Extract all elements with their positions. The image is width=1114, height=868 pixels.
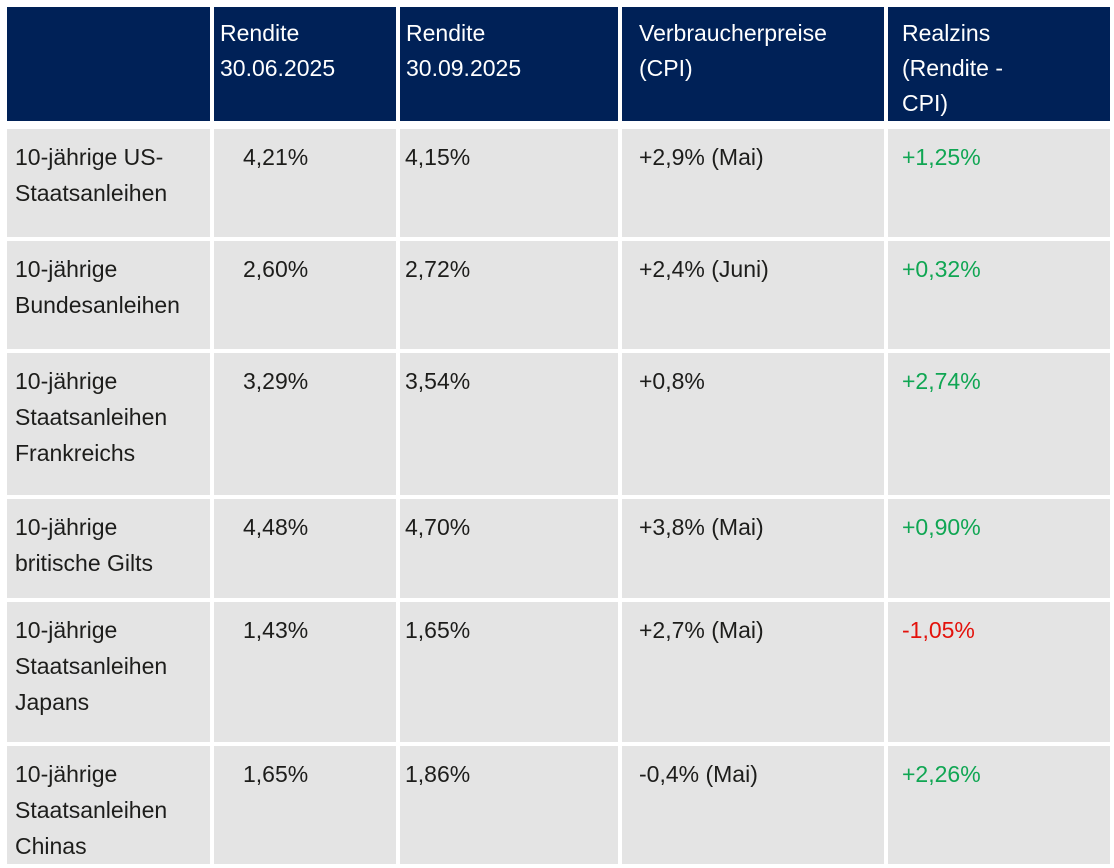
table-header-row: Rendite 30.06.2025 Rendite 30.09.2025 Ve… [7, 7, 1110, 121]
header-cell-rendite-30-06-2025: Rendite 30.06.2025 [214, 7, 396, 121]
bond-label-cell: 10-jährige Bundesanleihen [7, 241, 210, 349]
rendite-jun-cell: 4,48% [214, 499, 396, 598]
table-row: 10-jährige Staatsanleihen Frankreichs 3,… [7, 353, 1110, 495]
header-cell-rendite-30-09-2025: Rendite 30.09.2025 [400, 7, 618, 121]
cpi-cell: +0,8% [622, 353, 884, 495]
bond-label-cell: 10-jährige britische Gilts [7, 499, 210, 598]
rendite-sep-cell: 3,54% [400, 353, 618, 495]
rendite-jun-cell: 2,60% [214, 241, 396, 349]
cpi-cell: +2,7% (Mai) [622, 602, 884, 742]
table-row: 10-jährige US-Staatsanleihen 4,21% 4,15%… [7, 129, 1110, 237]
bond-label-cell: 10-jährige Staatsanleihen Chinas [7, 746, 210, 864]
bond-yield-table: Rendite 30.06.2025 Rendite 30.09.2025 Ve… [7, 7, 1110, 864]
cpi-cell: +2,4% (Juni) [622, 241, 884, 349]
realzins-cell: +2,26% [888, 746, 1110, 864]
realzins-cell: +0,90% [888, 499, 1110, 598]
cpi-cell: +2,9% (Mai) [622, 129, 884, 237]
rendite-sep-cell: 1,65% [400, 602, 618, 742]
header-cell-verbraucherpreise-cpi: Verbraucherpreise (CPI) [622, 7, 884, 121]
realzins-cell: -1,05% [888, 602, 1110, 742]
realzins-cell: +2,74% [888, 353, 1110, 495]
bond-label-cell: 10-jährige Staatsanleihen Frankreichs [7, 353, 210, 495]
rendite-sep-cell: 2,72% [400, 241, 618, 349]
realzins-cell: +1,25% [888, 129, 1110, 237]
header-cell-empty [7, 7, 210, 121]
header-cell-realzins: Realzins (Rendite - CPI) [888, 7, 1110, 121]
cpi-cell: +3,8% (Mai) [622, 499, 884, 598]
rendite-sep-cell: 1,86% [400, 746, 618, 864]
rendite-jun-cell: 1,65% [214, 746, 396, 864]
rendite-jun-cell: 1,43% [214, 602, 396, 742]
table-row: 10-jährige britische Gilts 4,48% 4,70% +… [7, 499, 1110, 598]
table-row: 10-jährige Staatsanleihen Japans 1,43% 1… [7, 602, 1110, 742]
table-row: 10-jährige Bundesanleihen 2,60% 2,72% +2… [7, 241, 1110, 349]
realzins-cell: +0,32% [888, 241, 1110, 349]
cpi-cell: -0,4% (Mai) [622, 746, 884, 864]
rendite-jun-cell: 4,21% [214, 129, 396, 237]
rendite-sep-cell: 4,70% [400, 499, 618, 598]
rendite-sep-cell: 4,15% [400, 129, 618, 237]
bond-label-cell: 10-jährige Staatsanleihen Japans [7, 602, 210, 742]
bond-label-cell: 10-jährige US-Staatsanleihen [7, 129, 210, 237]
rendite-jun-cell: 3,29% [214, 353, 396, 495]
table-row: 10-jährige Staatsanleihen Chinas 1,65% 1… [7, 746, 1110, 864]
